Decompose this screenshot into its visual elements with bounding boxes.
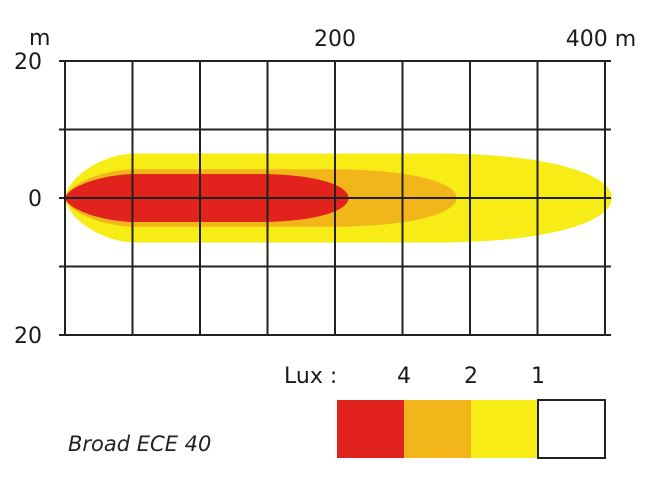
grid-lines bbox=[59, 60, 611, 336]
chart-title: Broad ECE 40 bbox=[68, 432, 211, 456]
legend-swatch bbox=[337, 400, 404, 458]
y-tick-label: 20 bbox=[14, 50, 42, 75]
legend-swatch bbox=[537, 399, 606, 459]
x-axis-unit-label: m bbox=[29, 26, 50, 51]
legend-value-label: 1 bbox=[531, 364, 545, 389]
legend-value-label: 2 bbox=[464, 364, 478, 389]
y-tick-label: 0 bbox=[28, 187, 42, 212]
x-tick-label: 200 bbox=[314, 27, 356, 52]
legend: 4 2 1 bbox=[337, 364, 606, 459]
legend-title: Lux : bbox=[284, 364, 337, 389]
y-tick-label: 20 bbox=[14, 324, 42, 349]
x-tick-label: 400 m bbox=[566, 27, 636, 52]
legend-swatch bbox=[471, 400, 538, 458]
legend-value-label: 4 bbox=[397, 364, 411, 389]
legend-swatch bbox=[404, 400, 471, 458]
